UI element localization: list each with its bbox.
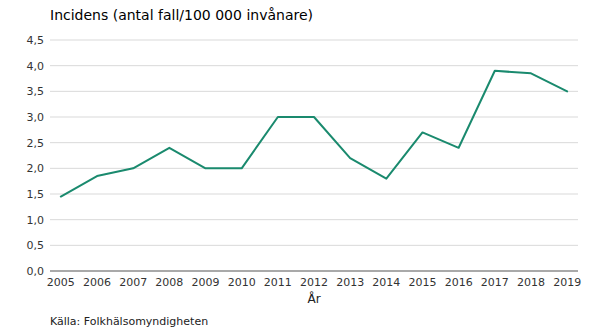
x-tick-label: 2007: [119, 276, 147, 289]
x-tick-label: 2011: [264, 276, 292, 289]
x-tick-label: 2006: [83, 276, 111, 289]
x-tick-label: 2017: [481, 276, 509, 289]
grid-line: [50, 245, 578, 246]
chart: 0,0 0,5 1,0 1,5 2,0 2,5 3,0 3,5 4,0 4,5 2005 2006 20…: [0, 0, 590, 331]
y-tick-label: 4,0: [27, 60, 45, 73]
x-tick-label: 2005: [47, 276, 75, 289]
y-tick-label: 0,0: [27, 265, 45, 278]
x-tick-label: 2019: [553, 276, 581, 289]
x-tick-label: 2009: [192, 276, 220, 289]
grid-line: [50, 271, 578, 272]
plot-area: [61, 71, 567, 197]
x-tick-label: 2016: [445, 276, 473, 289]
y-tick-label: 2,5: [27, 137, 45, 150]
x-tick-label: 2014: [372, 276, 400, 289]
grid-line: [50, 91, 578, 92]
x-tick-label: 2018: [517, 276, 545, 289]
y-tick-label: 0,5: [27, 239, 45, 252]
grid-line: [50, 40, 578, 41]
x-tick-label: 2008: [155, 276, 183, 289]
y-grid: [50, 40, 578, 271]
grid-line: [50, 142, 578, 143]
line: [61, 71, 567, 197]
grid-line: [50, 219, 578, 220]
y-tick-label: 2,0: [27, 162, 45, 175]
y-tick-label: 1,5: [27, 188, 45, 201]
y-tick-label: 4,5: [27, 34, 45, 47]
source: Källa: Folkhälsomyndigheten: [50, 315, 208, 328]
x-tick-label: 2013: [336, 276, 364, 289]
x-axis-line: [50, 271, 578, 272]
y-tick-label: 3,0: [27, 111, 45, 124]
grid-line: [50, 65, 578, 66]
x-tick-label: 2012: [300, 276, 328, 289]
y-tick-label: 1,0: [27, 214, 45, 227]
y-tick-label: 3,5: [27, 85, 45, 98]
x-tick-label: 2010: [228, 276, 256, 289]
x-axis-label: År: [307, 291, 320, 306]
title: Incidens (antal fall/100 000 invånare): [50, 7, 313, 23]
grid-line: [50, 194, 578, 195]
x-tick-label: 2015: [408, 276, 436, 289]
